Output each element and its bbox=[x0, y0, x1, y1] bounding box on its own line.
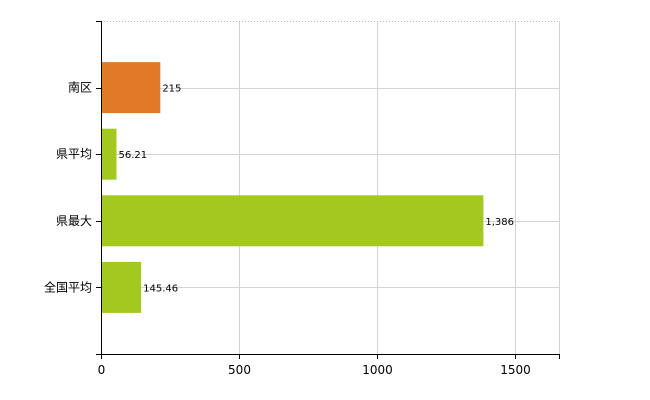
x-tick-label: 1000 bbox=[362, 363, 393, 377]
bar-value-label: 1,386 bbox=[485, 217, 514, 228]
bar-value-label: 56.21 bbox=[119, 150, 148, 161]
bar bbox=[101, 195, 484, 247]
bar bbox=[101, 128, 117, 180]
bar-value-label: 145.46 bbox=[143, 283, 178, 294]
x-tick-label: 500 bbox=[228, 363, 251, 377]
y-tick-label: 全国平均 bbox=[44, 279, 92, 294]
axes bbox=[101, 21, 560, 355]
y-tick-label: 南区 bbox=[68, 80, 92, 95]
y-tick-label: 県平均 bbox=[56, 147, 92, 161]
gridlines bbox=[101, 21, 560, 354]
bar bbox=[101, 261, 142, 313]
bars bbox=[101, 62, 484, 313]
bar-value-label: 215 bbox=[162, 84, 181, 95]
x-tick-label: 0 bbox=[98, 363, 106, 377]
labels: 215 南区 56.21 県平均 1,386 県最大 145.46 全国平均 0 500 1000 1… bbox=[44, 21, 560, 377]
bar bbox=[101, 62, 161, 114]
y-tick-label: 県最大 bbox=[56, 214, 92, 228]
x-tick-label: 1500 bbox=[500, 363, 531, 377]
